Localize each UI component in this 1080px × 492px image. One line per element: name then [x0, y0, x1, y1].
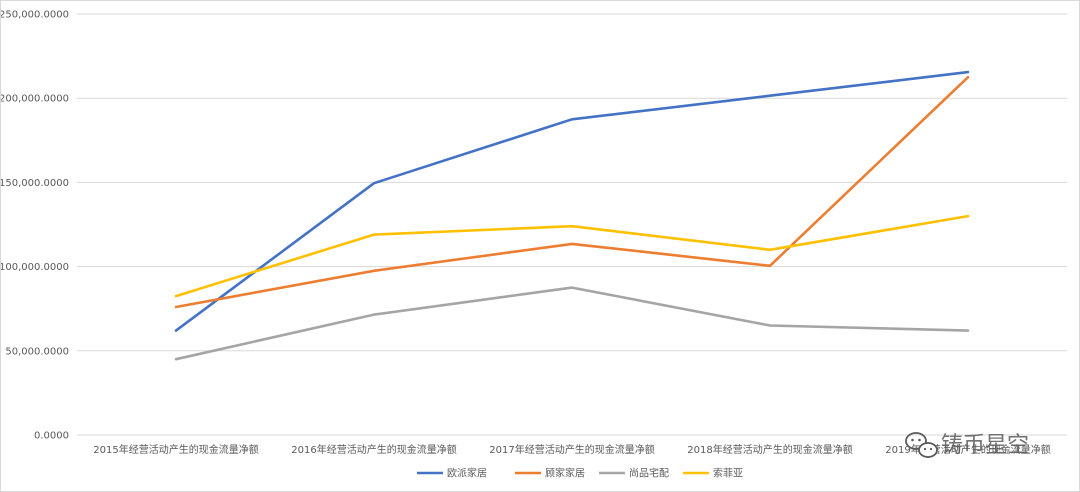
y-tick-label: 100,000.0000: [1, 262, 69, 273]
y-tick-label: 50,000.0000: [5, 346, 69, 357]
y-tick-label: 200,000.0000: [1, 94, 69, 105]
legend: 欧派家居 顾家家居 尚品宅配 索菲亚: [417, 467, 743, 480]
legend-label: 欧派家居: [447, 467, 487, 480]
watermark: 铸币星空: [905, 432, 1029, 458]
watermark-text: 铸币星空: [941, 433, 1029, 458]
x-tick-label: 2017年经营活动产生的现金流量净额: [489, 443, 654, 456]
x-tick-label: 2016年经营活动产生的现金流量净额: [291, 443, 456, 456]
y-tick-label: 150,000.0000: [1, 178, 69, 189]
series-lines: [174, 70, 970, 361]
legend-label: 尚品宅配: [629, 467, 669, 480]
y-tick-label: 250,000.0000: [1, 10, 69, 21]
y-tick-label: 0.0000: [34, 431, 69, 442]
gridlines: [77, 13, 1067, 436]
series-line: [174, 75, 970, 309]
series-line: [174, 286, 970, 361]
series-line: [174, 70, 970, 332]
x-tick-label: 2015年经营活动产生的现金流量净额: [93, 443, 258, 456]
series-line: [174, 214, 970, 298]
x-tick-label: 2018年经营活动产生的现金流量净额: [687, 443, 852, 456]
legend-label: 顾家家居: [545, 467, 585, 480]
legend-label: 索菲亚: [713, 467, 743, 480]
y-axis-tick-labels: 0.0000 50,000.0000 100,000.0000 150,000.000…: [1, 10, 69, 442]
wechat-icon: [905, 432, 938, 458]
